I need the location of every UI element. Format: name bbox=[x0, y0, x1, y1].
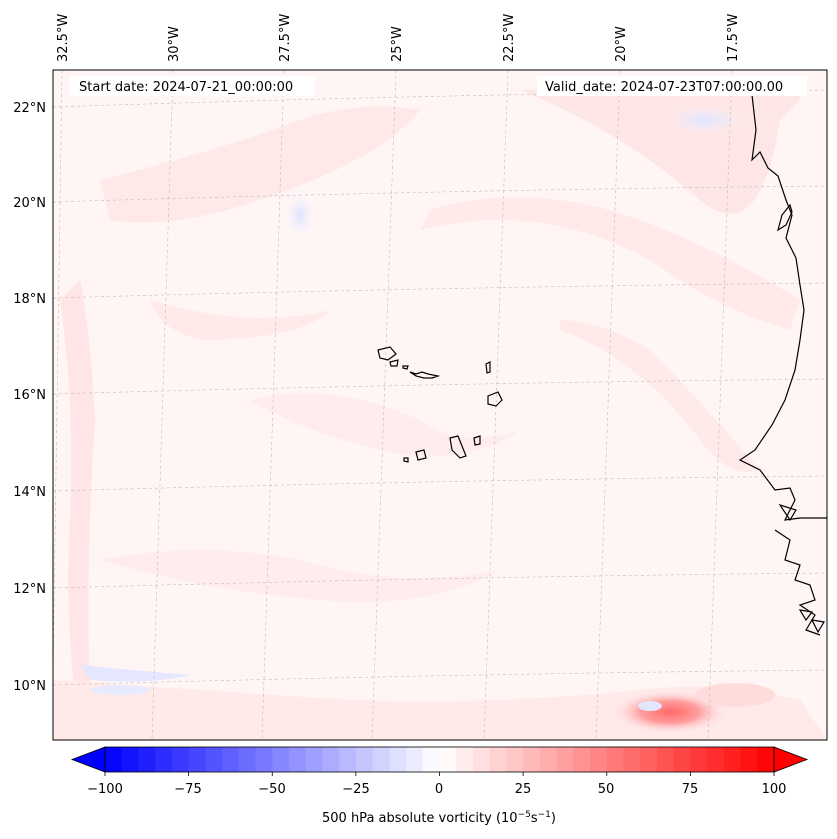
lat-label: 14°N bbox=[13, 485, 46, 500]
colorbar-segment bbox=[757, 747, 775, 772]
colorbar-segment bbox=[105, 747, 123, 772]
colorbar-segment bbox=[188, 747, 206, 772]
colorbar-segment bbox=[623, 747, 641, 772]
colorbar-segment bbox=[656, 747, 675, 772]
colorbar bbox=[70, 746, 809, 773]
africa-coastline bbox=[738, 94, 827, 521]
colorbar-segment bbox=[205, 747, 223, 772]
colorbar-segment bbox=[322, 747, 340, 772]
colorbar-tick-label: −50 bbox=[258, 782, 285, 797]
colorbar-segment bbox=[288, 747, 307, 772]
colorbar-segment bbox=[439, 747, 457, 772]
colorbar-segment bbox=[489, 747, 508, 772]
colorbar-tick-label: −75 bbox=[174, 782, 201, 797]
colorbar-segment bbox=[506, 747, 524, 772]
colorbar-segment bbox=[690, 747, 708, 772]
island-santiago bbox=[449, 435, 467, 459]
colorbar-tick-label: 75 bbox=[682, 782, 699, 797]
colorbar-segment bbox=[707, 747, 725, 772]
colorbar-segment bbox=[673, 747, 691, 772]
colorbar-tick-label: 0 bbox=[435, 782, 443, 797]
colorbar-segment bbox=[539, 747, 558, 772]
start-date-label: Start date: 2024-07-21_00:00:00 bbox=[79, 80, 293, 95]
colorbar-segment bbox=[355, 747, 374, 772]
lat-label: 22°N bbox=[13, 101, 46, 116]
colorbar-segment bbox=[740, 747, 758, 772]
lon-label: 27.5°W bbox=[278, 14, 293, 62]
valid-date-box bbox=[537, 76, 807, 96]
island-sal bbox=[485, 361, 491, 374]
colorbar-segment bbox=[590, 747, 608, 772]
start-date-box bbox=[70, 76, 315, 96]
lon-label: 20°W bbox=[614, 26, 629, 62]
colorbar-segment bbox=[406, 747, 424, 772]
island-fogo bbox=[415, 449, 427, 461]
island-sao-vicente bbox=[389, 359, 399, 367]
latitude-labels: 22°N 20°N 18°N 16°N 14°N 12°N 10°N bbox=[13, 101, 46, 694]
colorbar-segment bbox=[238, 747, 257, 772]
lon-label: 30°W bbox=[167, 26, 182, 62]
colorbar-segment bbox=[171, 747, 190, 772]
colorbar-min-extend bbox=[70, 746, 106, 773]
lon-label: 22.5°W bbox=[502, 14, 517, 62]
lon-label: 32.5°W bbox=[56, 14, 71, 62]
island-santo-antao bbox=[377, 346, 397, 361]
colorbar-segment bbox=[305, 747, 324, 772]
colorbar-tick-label: 50 bbox=[598, 782, 615, 797]
cape-verde-islands bbox=[377, 346, 503, 463]
colorbar-segment bbox=[456, 747, 474, 772]
lon-label: 25°W bbox=[390, 26, 405, 62]
colorbar-segment bbox=[272, 747, 290, 772]
colorbar-segment bbox=[339, 747, 357, 772]
colorbar-title: 500 hPa absolute vorticity (10−5s−1) bbox=[322, 810, 556, 826]
map-frame bbox=[52, 69, 828, 741]
colorbar-segment bbox=[556, 747, 574, 772]
lat-label: 18°N bbox=[13, 292, 46, 307]
colorbar-tick-label: 100 bbox=[762, 782, 787, 797]
colorbar-segment bbox=[222, 747, 240, 772]
colorbar-ticks: −100 −75 −50 −25 0 25 50 75 100 bbox=[87, 772, 786, 797]
colorbar-segment bbox=[155, 747, 173, 772]
vorticity-field bbox=[53, 70, 827, 740]
island-maio bbox=[473, 435, 481, 446]
lon-label: 17.5°W bbox=[726, 14, 741, 62]
colorbar-segment bbox=[255, 747, 273, 772]
lat-label: 20°N bbox=[13, 196, 46, 211]
island-santa-luzia bbox=[402, 365, 409, 370]
colorbar-segment bbox=[640, 747, 658, 772]
colorbar-segment bbox=[472, 747, 491, 772]
colorbar-segment bbox=[138, 747, 156, 772]
colorbar-segment bbox=[422, 747, 441, 772]
colorbar-tick-label: 25 bbox=[515, 782, 532, 797]
coastline bbox=[738, 94, 827, 636]
colorbar-segment bbox=[573, 747, 591, 772]
colorbar-segment bbox=[723, 747, 742, 772]
valid-date-label: Valid_date: 2024-07-23T07:00:00.00 bbox=[545, 80, 783, 95]
graticule bbox=[53, 70, 827, 740]
colorbar-segment bbox=[523, 747, 541, 772]
lat-label: 10°N bbox=[13, 679, 46, 694]
colorbar-max-extend bbox=[773, 746, 809, 773]
lat-label: 12°N bbox=[13, 582, 46, 597]
colorbar-segment bbox=[389, 747, 407, 772]
island-brava bbox=[403, 457, 409, 463]
colorbar-segment bbox=[121, 747, 140, 772]
colorbar-tick-label: −100 bbox=[87, 782, 123, 797]
island-boa-vista bbox=[487, 391, 503, 407]
colorbar-tick-label: −25 bbox=[342, 782, 369, 797]
lat-label: 16°N bbox=[13, 388, 46, 403]
colorbar-segment bbox=[606, 747, 625, 772]
colorbar-segment bbox=[372, 747, 390, 772]
island-sao-nicolau bbox=[409, 371, 441, 379]
longitude-labels: 32.5°W 30°W 27.5°W 25°W 22.5°W 20°W 17.5… bbox=[56, 14, 741, 62]
